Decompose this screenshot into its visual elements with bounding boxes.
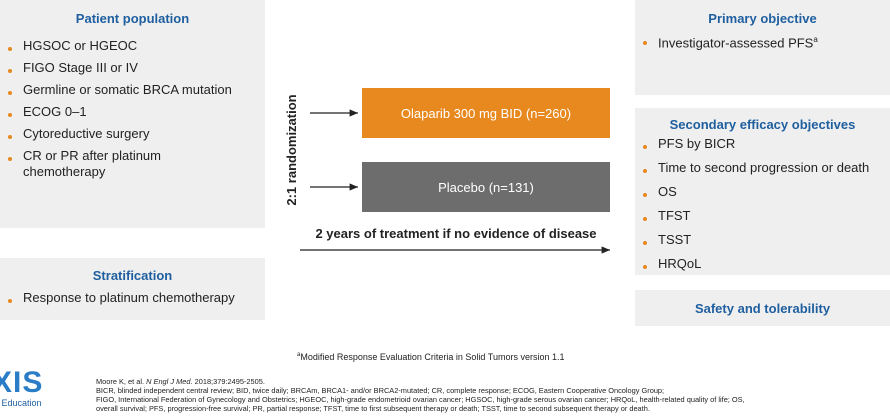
- bullet-item: TSST: [641, 232, 890, 248]
- duration-label: 2 years of treatment if no evidence of d…: [315, 226, 597, 241]
- bullet-list: PFS by BICR Time to second progression or…: [641, 136, 890, 280]
- safety-panel: Safety and tolerability: [635, 290, 890, 326]
- bullet-item: Cytoreductive surgery: [6, 126, 241, 142]
- abbreviations: BICR, blinded independent central review…: [96, 386, 665, 395]
- randomization-label: 2:1 randomization: [284, 94, 299, 205]
- bullet-item: OS: [641, 184, 890, 200]
- citation-journal: N Engl J Med: [146, 377, 191, 386]
- superscript: a: [813, 35, 818, 44]
- bullet-item: TFST: [641, 208, 890, 224]
- bullet-item: CR or PR after platinum chemotherapy: [6, 148, 241, 180]
- patient-panel: Patient population HGSOC or HGEOC FIGO St…: [0, 0, 265, 228]
- footnote-marker: a: [297, 352, 301, 358]
- citation-part: . 2018;379:2495-2505.: [190, 377, 265, 386]
- footnote: aModified Response Evaluation Criteria i…: [297, 352, 564, 362]
- footnote-text: Modified Response Evaluation Criteria in…: [300, 352, 565, 362]
- stratification-panel: Stratification Response to platinum chem…: [0, 258, 265, 320]
- arm-box: Olaparib 300 mg BID (n=260): [362, 88, 610, 138]
- bullet-item: HRQoL: [641, 256, 890, 272]
- bullet-list: HGSOC or HGEOC FIGO Stage III or IV Germli…: [6, 38, 241, 186]
- bullet-list: Investigator-assessed PFSa: [641, 32, 886, 51]
- arm-box: Placebo (n=131): [362, 162, 610, 212]
- bullet-item: Investigator-assessed PFSa: [641, 32, 886, 51]
- panel-title: Patient population: [75, 11, 190, 26]
- abbreviations: FIGO, International Federation of Gyneco…: [96, 395, 745, 404]
- logo-subtitle: al Education: [0, 398, 42, 408]
- bullet-item: Response to platinum chemotherapy: [6, 290, 261, 306]
- panel-title: Stratification: [92, 268, 173, 283]
- logo: XIS al Education: [0, 366, 62, 420]
- abbreviations: overall survival; PFS, progression-free …: [96, 404, 650, 413]
- bullet-item: Germline or somatic BRCA mutation: [6, 82, 241, 98]
- panel-title: Secondary efficacy objectives: [669, 117, 856, 132]
- bullet-item: PFS by BICR: [641, 136, 890, 152]
- logo-text: XIS: [0, 366, 44, 399]
- primary-panel: Primary objective Investigator-assessed …: [635, 0, 890, 95]
- citation: Moore K, et al. N Engl J Med. 2018;379:2…: [96, 377, 265, 386]
- secondary-panel: Secondary efficacy objectives PFS by BIC…: [635, 108, 890, 275]
- bullet-item: ECOG 0–1: [6, 104, 241, 120]
- panel-title: Primary objective: [708, 11, 817, 26]
- panel-title: Safety and tolerability: [694, 301, 831, 316]
- citation-part: Moore K, et al.: [96, 377, 147, 386]
- bullet-item: Time to second progression or death: [641, 160, 890, 176]
- bullet-list: Response to platinum chemotherapy: [6, 290, 261, 306]
- bullet-text: Investigator-assessed PFS: [658, 35, 814, 51]
- bullet-item: FIGO Stage III or IV: [6, 60, 241, 76]
- bullet-item: HGSOC or HGEOC: [6, 38, 241, 54]
